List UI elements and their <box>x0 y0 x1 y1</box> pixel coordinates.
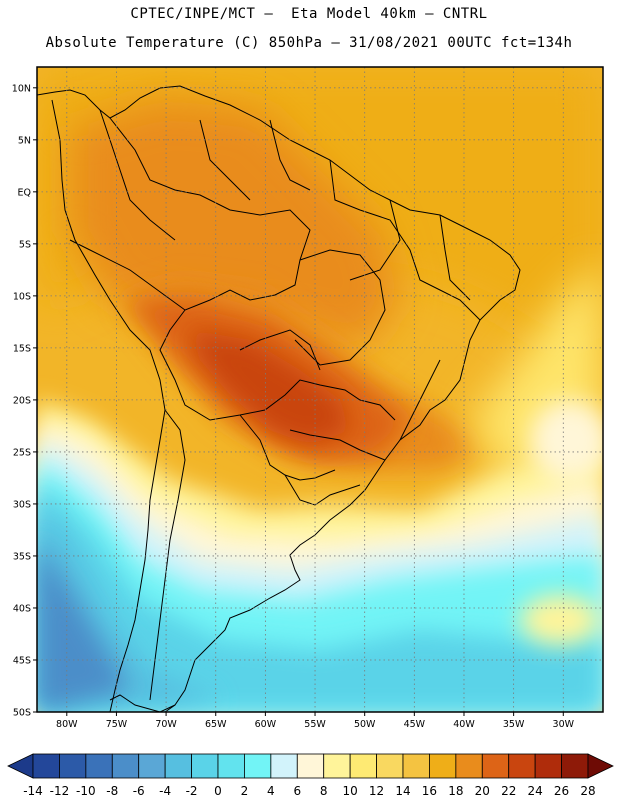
colorbar-label: 12 <box>369 784 384 798</box>
colorbar-segment <box>217 753 245 779</box>
coastline-tip <box>109 694 176 712</box>
map-title-line2: Absolute Temperature (C) 850hPa – 31/08/… <box>45 35 573 51</box>
colorbar-segment <box>349 753 377 779</box>
colorbar-label: 16 <box>422 784 437 798</box>
border-brazil-states-4 <box>439 214 471 301</box>
colorbar-label: 2 <box>241 784 249 798</box>
colorbar-segment <box>508 753 536 779</box>
lon-label: 70W <box>155 719 177 730</box>
border-brazil-states-5 <box>239 329 321 371</box>
colorbar-segment <box>561 753 589 779</box>
colorbar-low-arrow <box>7 753 34 779</box>
colorbar-segment <box>164 753 192 779</box>
border-brazil-states-6 <box>289 429 386 461</box>
colorbar-segment <box>296 753 325 779</box>
colorbar-label: 4 <box>267 784 275 798</box>
border-colombia <box>99 109 176 241</box>
lon-label: 80W <box>56 719 78 730</box>
lat-label: 20S <box>13 395 31 406</box>
border-brazil-states-1 <box>294 249 386 366</box>
lon-label: 35W <box>503 719 525 730</box>
colorbar-segment <box>323 753 351 779</box>
border-guianas <box>269 119 311 191</box>
colorbar-segment <box>534 753 562 779</box>
colorbar-high-arrow <box>587 753 614 779</box>
colorbar-segment <box>59 753 87 779</box>
colorbar-label: 28 <box>580 784 595 798</box>
coastline-east <box>37 85 521 712</box>
border-brazil-states-2 <box>329 159 481 321</box>
coastline-west <box>51 99 166 712</box>
field-band-20-22 <box>70 100 400 350</box>
colorbar-segment <box>191 753 219 779</box>
colorbar-label: 22 <box>501 784 516 798</box>
lat-label: 10N <box>12 83 31 94</box>
lon-label: 60W <box>255 719 277 730</box>
colorbar-segment <box>402 753 430 779</box>
lat-label: 30S <box>13 499 31 510</box>
lon-label: 50W <box>354 719 376 730</box>
colorbar-label: -14 <box>23 784 43 798</box>
lat-label: 35S <box>13 551 31 562</box>
colorbar-segment <box>138 753 166 779</box>
lon-label: 65W <box>205 719 227 730</box>
colorbar-label: 14 <box>395 784 410 798</box>
colorbar-label: -10 <box>76 784 96 798</box>
lon-label: 75W <box>106 719 128 730</box>
lat-label: 5S <box>19 239 31 250</box>
border-peru-ecuador <box>69 239 186 311</box>
colorbar-segment <box>455 753 483 779</box>
lat-label: 10S <box>13 291 31 302</box>
colorbar-label: 20 <box>475 784 490 798</box>
field-band-minus6-minus4 <box>37 540 130 712</box>
colorbar-label: 10 <box>343 784 358 798</box>
colorbar-label: -6 <box>133 784 145 798</box>
colorbar <box>7 753 614 779</box>
border-brazil-west <box>109 117 396 421</box>
field-band-24-26 <box>190 330 350 445</box>
colorbar-segment <box>270 753 298 779</box>
colorbar-label: -8 <box>106 784 118 798</box>
colorbar-segment <box>111 753 140 779</box>
lat-label: 45S <box>13 655 31 666</box>
lat-label: 25S <box>13 447 31 458</box>
field-band-0-2 <box>37 480 603 712</box>
colorbar-label: 8 <box>320 784 328 798</box>
colorbar-segment <box>244 753 272 779</box>
lat-label: EQ <box>18 187 31 198</box>
map-title-line1: CPTEC/INPE/MCT – Eta Model 40km – CNTRL <box>130 6 488 22</box>
border-uruguay <box>284 474 361 506</box>
colorbar-segment <box>376 753 404 779</box>
lat-label: 40S <box>13 603 31 614</box>
colorbar-segment <box>429 753 457 779</box>
lat-label: 50S <box>13 708 31 719</box>
field-mild-patch-atlantic <box>530 400 603 480</box>
lon-label: 40W <box>453 719 475 730</box>
colorbar-segment <box>32 753 60 779</box>
field-warm-patch-atlantic <box>520 595 600 645</box>
colorbar-label: -2 <box>186 784 198 798</box>
latitude-labels: 10N 5N EQ 5S 10S 15S 20S 25S 30S 35S 40S 45S 50S <box>12 83 37 719</box>
colorbar-label: -4 <box>159 784 171 798</box>
lon-label: 30W <box>553 719 575 730</box>
colorbar-label: 0 <box>214 784 222 798</box>
map-frame <box>36 66 604 713</box>
colorbar-label: 6 <box>293 784 301 798</box>
colorbar-segment <box>481 753 510 779</box>
temperature-field <box>37 67 603 712</box>
colorbar-segment <box>85 753 113 779</box>
coastlines <box>37 85 521 712</box>
border-chile-argentina <box>149 409 186 701</box>
lon-label: 45W <box>404 719 426 730</box>
colorbar-label: 18 <box>448 784 463 798</box>
colorbar-labels: -14 -12 -10 -8 -6 -4 -2 0 2 4 6 8 10 12 14 16 18 20 22 24 26… <box>23 784 595 798</box>
lat-label: 15S <box>13 343 31 354</box>
lat-label: 5N <box>18 135 31 146</box>
longitude-labels: 80W 75W 70W 65W 60W 55W 50W 45W 40W 35W 30W <box>56 712 575 730</box>
lon-label: 55W <box>304 719 326 730</box>
colorbar-label: -12 <box>50 784 70 798</box>
colorbar-label: 24 <box>528 784 543 798</box>
colorbar-label: 26 <box>554 784 569 798</box>
